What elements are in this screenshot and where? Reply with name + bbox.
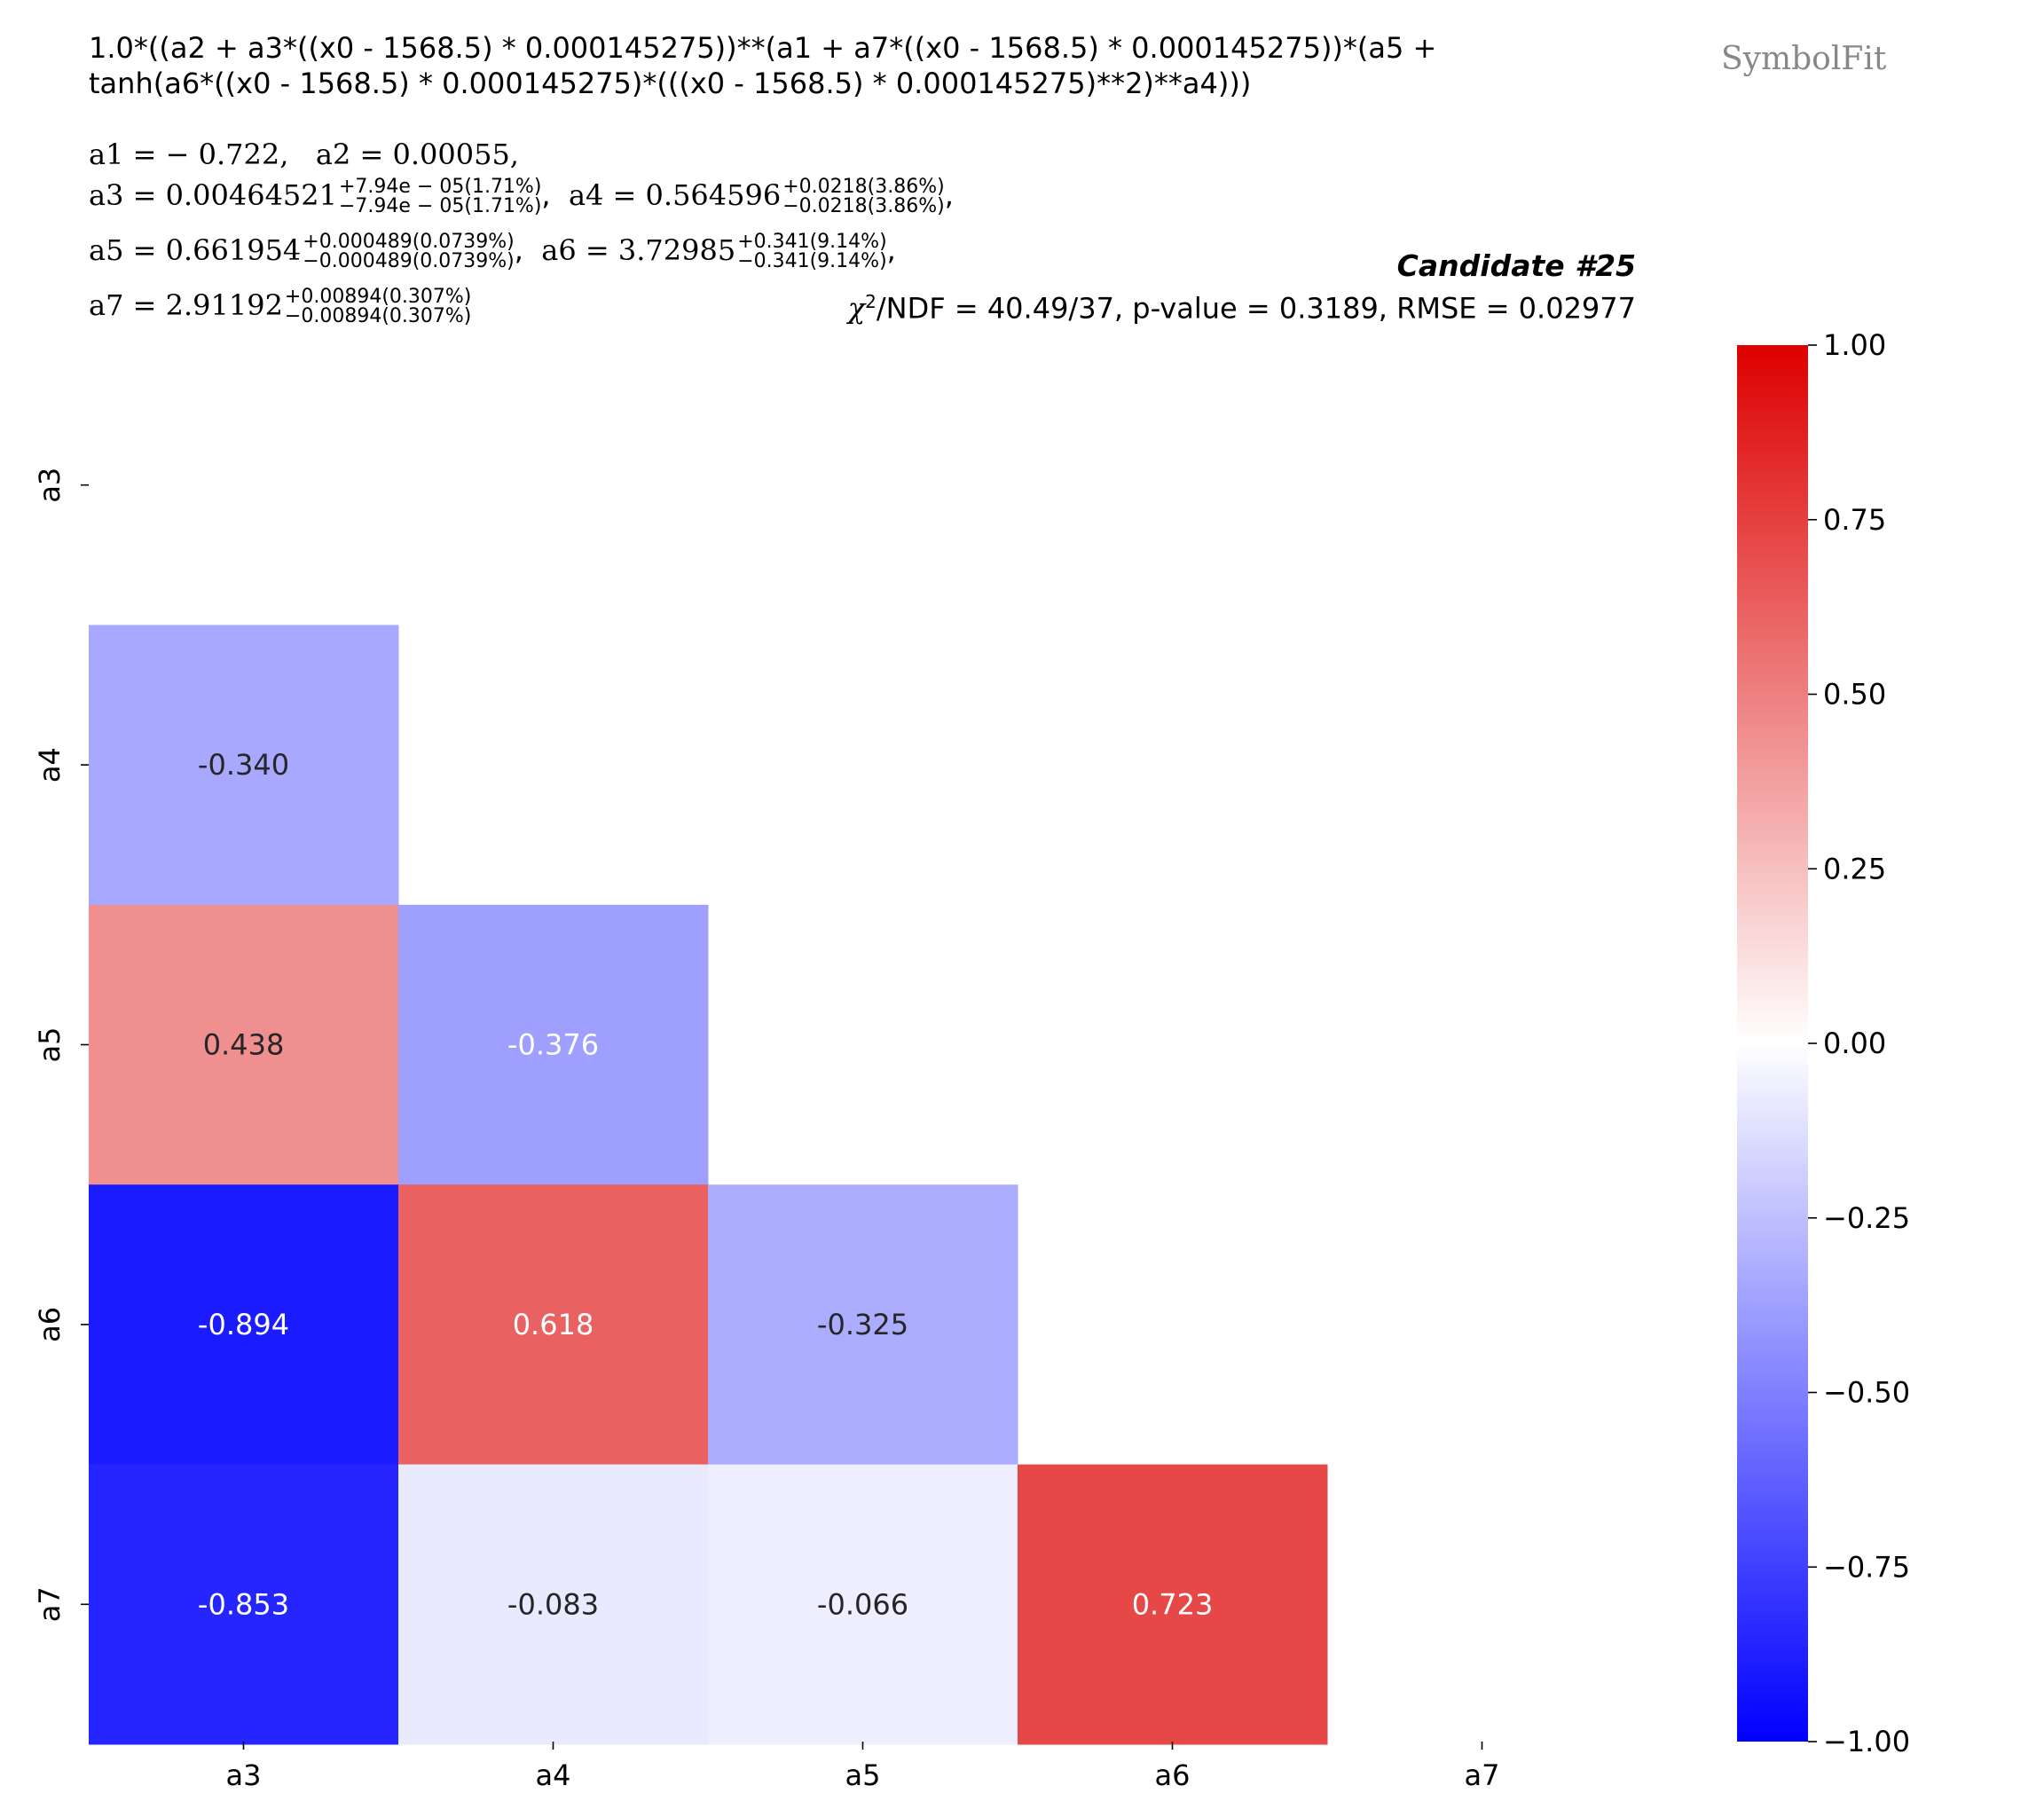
param-a6-name: a6 = [541, 233, 618, 267]
param-a7-value: 2.91192 [165, 288, 283, 322]
y-tick-label-a4: a4 [33, 747, 67, 783]
x-tick-label-a7: a7 [1465, 1758, 1500, 1792]
param-a5-down: −0.000489(0.0739%) [303, 250, 515, 272]
x-tick-label-a5: a5 [845, 1758, 881, 1792]
colorbar-tick-label: −0.50 [1823, 1376, 1910, 1410]
formula: 1.0*((a2 + a3*((x0 - 1568.5) * 0.0001452… [89, 30, 1436, 101]
cell-value-a7-a6: 0.723 [1132, 1587, 1214, 1621]
heatmap-cell-a7-a5 [708, 1464, 1018, 1745]
cell-value-a7-a5: -0.066 [817, 1587, 908, 1621]
cell-value-a6-a3: -0.894 [198, 1308, 289, 1341]
separator: , [886, 233, 896, 267]
separator: , [944, 178, 954, 212]
separator: , [541, 178, 551, 212]
param-a3-uncertainty: +7.94e − 05(1.71%) −7.94e − 05(1.71%) [339, 177, 541, 216]
x-tick-label-a4: a4 [536, 1758, 571, 1792]
formula-line-2: tanh(a6*((x0 - 1568.5) * 0.000145275)*((… [89, 67, 1252, 100]
colorbar-tick-label: −0.25 [1823, 1201, 1910, 1235]
heatmap-cell-a6-a5 [708, 1184, 1018, 1466]
chi-symbol: χ [847, 291, 866, 326]
param-a7-down: −0.00894(0.307%) [284, 305, 472, 327]
cell-value-a6-a5: -0.325 [817, 1308, 908, 1341]
param-line-2: a3 = 0.00464521 +7.94e − 05(1.71%) −7.94e … [89, 177, 954, 216]
param-line-1: a1 = − 0.722, a2 = 0.00055, [89, 137, 519, 172]
cell-value-a5-a4: -0.376 [507, 1028, 599, 1062]
y-tick-label-a6: a6 [33, 1307, 67, 1342]
param-a6-uncertainty: +0.341(9.14%) −0.341(9.14%) [737, 232, 886, 271]
param-a6-value: 3.72985 [617, 233, 736, 267]
param-a3-value: 0.00464521 [165, 178, 337, 212]
param-a5-uncertainty: +0.000489(0.0739%) −0.000489(0.0739%) [303, 232, 514, 271]
param-a4-value: 0.564596 [645, 178, 782, 212]
param-a2: a2 = 0.00055, [315, 138, 519, 171]
heatmap-cell-a5-a4 [398, 904, 709, 1185]
fit-statistics: χ2/NDF = 40.49/37, p-value = 0.3189, RMS… [848, 291, 1636, 326]
cell-value-a6-a4: 0.618 [513, 1308, 594, 1341]
x-tick-label-a6: a6 [1155, 1758, 1191, 1792]
y-tick-label-a3: a3 [33, 468, 67, 503]
cell-value-a7-a4: -0.083 [507, 1587, 599, 1621]
colorbar-tick-label: 1.00 [1823, 328, 1886, 362]
param-line-3: a5 = 0.661954 +0.000489(0.0739%) −0.000489… [89, 232, 896, 271]
param-a4-name: a4 = [568, 178, 646, 212]
stats-text: /NDF = 40.49/37, p-value = 0.3189, RMSE … [876, 291, 1636, 326]
heatmap-cell-a6-a3 [89, 1184, 399, 1466]
param-a4-up: +0.0218(3.86%) [782, 176, 945, 198]
param-a6-up: +0.341(9.14%) [737, 231, 887, 253]
cell-value-a5-a3: 0.438 [203, 1028, 285, 1062]
param-a3-up: +7.94e − 05(1.71%) [339, 176, 542, 198]
colorbar-tick-label: 0.25 [1823, 852, 1886, 885]
param-a5-name: a5 = [89, 233, 166, 267]
colorbar-tick-label: 0.50 [1823, 678, 1886, 712]
symbolfit-logo: SymbolFit [1721, 41, 1887, 77]
formula-line-1: 1.0*((a2 + a3*((x0 - 1568.5) * 0.0001452… [89, 31, 1437, 65]
param-line-4: a7 = 2.91192 +0.00894(0.307%) −0.00894(0.3… [89, 287, 471, 326]
heatmap-cell-a7-a3 [89, 1464, 399, 1745]
heatmap-cell-a7-a6 [1018, 1464, 1328, 1745]
separator: , [514, 233, 523, 267]
colorbar-tick-label: 0.75 [1823, 503, 1886, 537]
param-a7-name: a7 = [89, 288, 166, 322]
colorbar [1737, 345, 1808, 1742]
param-a4-down: −0.0218(3.86%) [782, 195, 945, 217]
param-a6-down: −0.341(9.14%) [737, 250, 887, 272]
param-a5-value: 0.661954 [165, 233, 302, 267]
param-a7-up: +0.00894(0.307%) [284, 286, 472, 308]
param-a1: a1 = − 0.722, [89, 138, 289, 171]
chi-exponent: 2 [865, 291, 877, 312]
param-a3-down: −7.94e − 05(1.71%) [339, 195, 542, 217]
cell-value-a7-a3: -0.853 [198, 1587, 289, 1621]
heatmap-cell-a6-a4 [398, 1184, 709, 1466]
param-a3-name: a3 = [89, 178, 166, 212]
candidate-label: Candidate #25 [1396, 248, 1636, 283]
y-tick-label-a7: a7 [33, 1586, 67, 1622]
param-a7-uncertainty: +0.00894(0.307%) −0.00894(0.307%) [285, 287, 471, 326]
heatmap-cell-a4-a3 [89, 625, 399, 906]
colorbar-tick-label: 0.00 [1823, 1026, 1886, 1060]
colorbar-tick-label: −0.75 [1823, 1550, 1910, 1584]
param-a4-uncertainty: +0.0218(3.86%) −0.0218(3.86%) [782, 177, 944, 216]
heatmap-cell-a7-a4 [398, 1464, 709, 1745]
param-a5-up: +0.000489(0.0739%) [303, 231, 515, 253]
x-tick-label-a3: a3 [226, 1758, 262, 1792]
y-tick-label-a5: a5 [33, 1027, 67, 1063]
cell-value-a4-a3: -0.340 [198, 748, 289, 782]
colorbar-tick-label: −1.00 [1823, 1725, 1910, 1758]
heatmap-cell-a5-a3 [89, 904, 399, 1185]
